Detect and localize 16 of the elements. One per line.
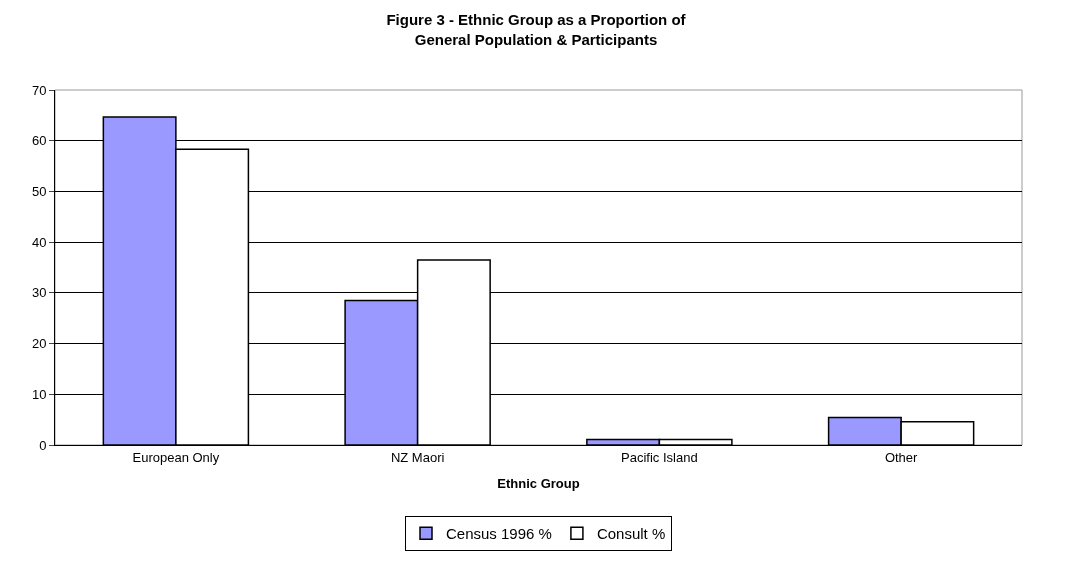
y-tick-label: 70 xyxy=(31,82,47,98)
chart-title: Figure 3 - Ethnic Group as a Proportion of General Population & Participants xyxy=(386,11,687,48)
y-tick-label: 60 xyxy=(31,133,47,149)
x-tick-label: NZ Maori xyxy=(390,449,445,465)
x-tick-label: European Only xyxy=(132,449,220,465)
x-tick-label: Other xyxy=(884,449,919,465)
x-tick-label: Pacific Island xyxy=(621,449,698,465)
y-tick-label: 50 xyxy=(31,183,47,199)
y-tick-label: 0 xyxy=(39,437,47,453)
y-tick-label: 10 xyxy=(31,386,47,402)
x-axis-title: Ethnic Group xyxy=(497,476,580,492)
legend-label: Consult % xyxy=(596,525,666,543)
y-tick-label: 20 xyxy=(31,336,47,352)
y-tick-label: 40 xyxy=(31,234,47,250)
y-tick-label: 30 xyxy=(31,285,47,301)
legend-label: Census 1996 % xyxy=(446,525,552,543)
